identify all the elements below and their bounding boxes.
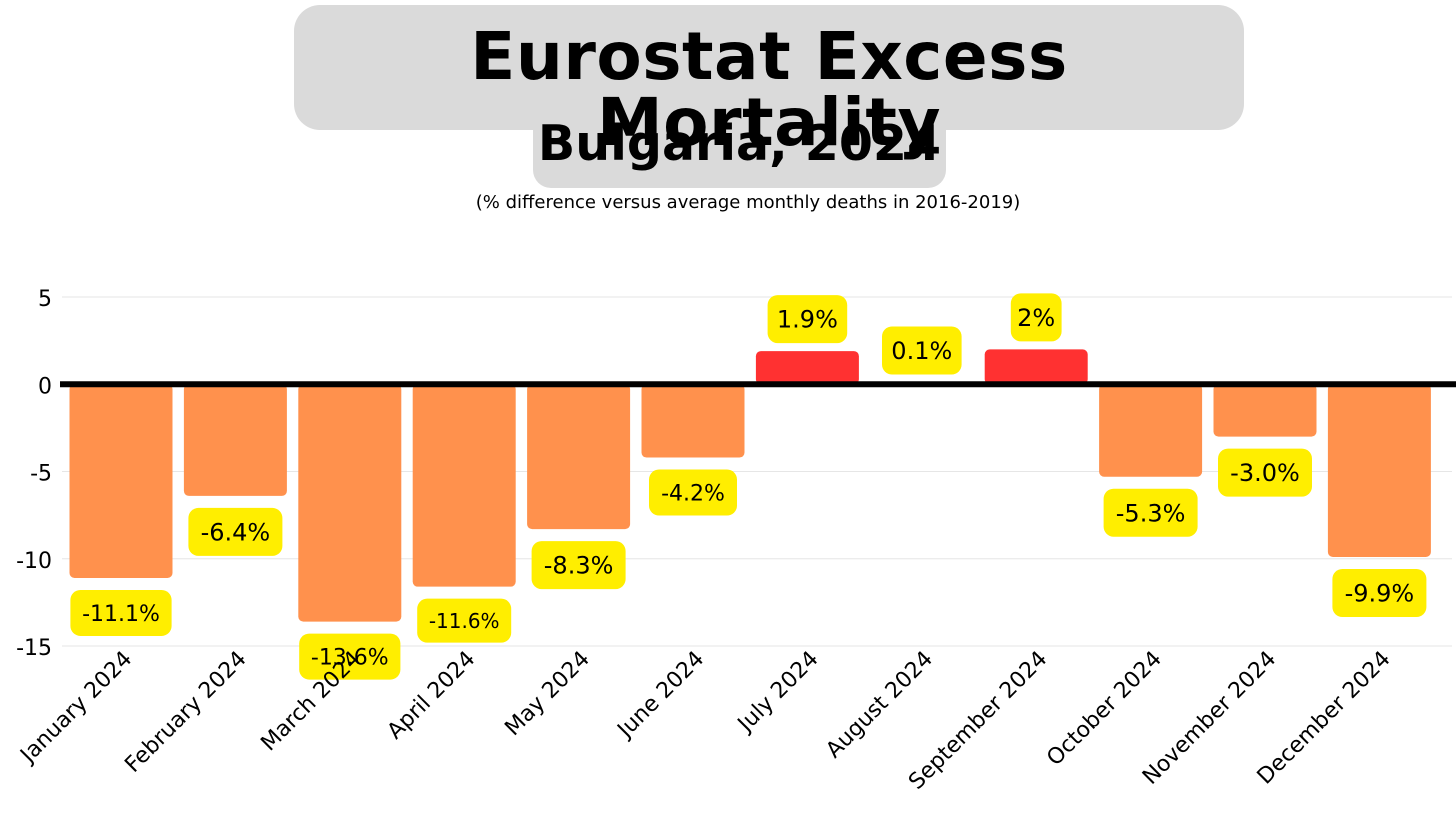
data-label-background: [882, 326, 962, 375]
y-tick-label: 0: [38, 374, 52, 399]
bar: [1213, 384, 1317, 437]
x-tick-label: February 2024: [120, 647, 251, 778]
data-label-background: [188, 507, 283, 556]
data-label-background: [1010, 293, 1062, 342]
data-label: -9.9%: [1345, 580, 1415, 608]
chart-subtitle: Bulgaria, 2024: [537, 115, 942, 172]
data-label: -4.2%: [661, 481, 725, 506]
x-tick-label: July 2024: [732, 647, 824, 739]
bar: [641, 384, 745, 458]
data-label-background: [649, 469, 737, 516]
bar: [1327, 384, 1431, 558]
data-label: 0.1%: [891, 337, 952, 365]
data-label-background: [1218, 448, 1312, 497]
data-label-background: [417, 598, 512, 643]
data-label-background: [1332, 569, 1427, 618]
data-label: -11.1%: [82, 602, 160, 627]
data-label: -11.6%: [429, 609, 500, 633]
bar: [298, 384, 402, 622]
data-label-background: [531, 541, 626, 590]
x-tick-label: October 2024: [1042, 647, 1166, 771]
data-label: -5.3%: [1116, 499, 1186, 527]
data-label-background: [1103, 488, 1198, 537]
data-label: 1.9%: [777, 306, 838, 334]
bar: [412, 384, 516, 587]
x-tick-label: January 2024: [15, 647, 138, 770]
chart-note: (% difference versus average monthly dea…: [475, 192, 1021, 213]
bar: [984, 349, 1088, 385]
y-tick-label: -15: [16, 636, 52, 661]
y-tick-label: -5: [30, 462, 52, 487]
data-label: 2%: [1017, 304, 1055, 332]
bar: [1099, 384, 1203, 477]
subtitle-background: [533, 108, 946, 188]
x-tick-label: May 2024: [500, 647, 594, 741]
bar: [69, 384, 173, 578]
data-label: -6.4%: [201, 519, 271, 547]
y-tick-label: 5: [38, 287, 52, 312]
bar: [755, 351, 859, 385]
data-label: -3.0%: [1230, 459, 1300, 487]
data-label-background: [70, 589, 172, 636]
data-label-background: [299, 633, 401, 680]
chart-title: Eurostat Excess Mortality: [470, 18, 1068, 161]
data-label: -8.3%: [544, 552, 614, 580]
y-tick-label: -10: [16, 549, 52, 574]
data-label: -13.6%: [311, 645, 389, 670]
x-tick-label: June 2024: [612, 647, 710, 745]
x-tick-label: August 2024: [821, 647, 938, 764]
data-label-background: [767, 295, 848, 344]
bar: [183, 384, 287, 496]
bar: [527, 384, 631, 530]
